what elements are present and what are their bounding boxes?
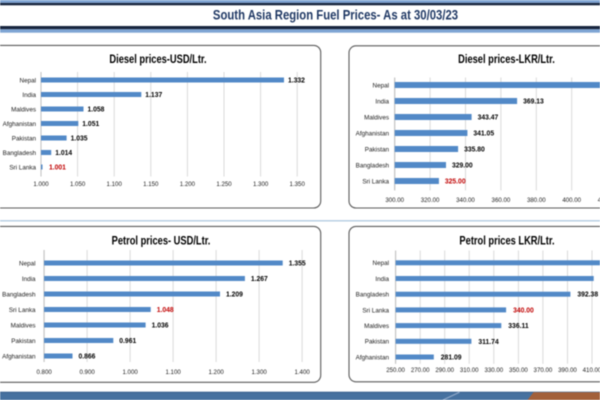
svg-text:1.058: 1.058 — [88, 106, 105, 113]
svg-text:Afghanistan: Afghanistan — [356, 130, 390, 137]
svg-text:1.200: 1.200 — [208, 369, 224, 376]
svg-text:311.74: 311.74 — [478, 339, 498, 346]
svg-text:343.47: 343.47 — [478, 114, 499, 121]
svg-text:281.09: 281.09 — [441, 354, 462, 361]
svg-text:Maldives: Maldives — [364, 114, 390, 121]
svg-text:Bangladesh: Bangladesh — [2, 291, 36, 298]
svg-text:Afghanistan: Afghanistan — [356, 354, 390, 361]
svg-text:Maldives: Maldives — [364, 323, 390, 330]
svg-text:South Asia Region Fuel Prices-: South Asia Region Fuel Prices- As at 30/… — [213, 6, 458, 22]
svg-text:1.036: 1.036 — [152, 322, 169, 329]
svg-text:1.267: 1.267 — [251, 276, 268, 283]
svg-text:270.00: 270.00 — [411, 367, 430, 374]
svg-text:290.00: 290.00 — [435, 367, 454, 374]
svg-text:335.80: 335.80 — [464, 146, 485, 153]
svg-text:390.00: 390.00 — [558, 367, 577, 374]
svg-text:1.051: 1.051 — [82, 121, 99, 128]
svg-text:Diesel prices-USD/Ltr.: Diesel prices-USD/Ltr. — [109, 54, 206, 66]
svg-text:India: India — [375, 98, 389, 105]
svg-text:1.300: 1.300 — [251, 369, 267, 376]
svg-text:0.961: 0.961 — [119, 338, 136, 345]
svg-text:360.00: 360.00 — [492, 197, 511, 204]
svg-text:300.00: 300.00 — [385, 197, 404, 204]
svg-text:1.048: 1.048 — [157, 307, 174, 314]
svg-text:1.014: 1.014 — [55, 150, 72, 157]
svg-text:Sri Lanka: Sri Lanka — [9, 164, 36, 171]
svg-text:1.035: 1.035 — [71, 135, 88, 142]
svg-text:369.13: 369.13 — [523, 98, 544, 105]
svg-text:Nepal: Nepal — [19, 260, 36, 267]
svg-text:1.200: 1.200 — [180, 181, 196, 188]
svg-text:Pakistan: Pakistan — [365, 339, 390, 346]
svg-text:310.00: 310.00 — [460, 367, 479, 374]
svg-text:0.800: 0.800 — [36, 369, 52, 376]
svg-text:370.00: 370.00 — [534, 367, 553, 374]
svg-text:1.400: 1.400 — [294, 369, 310, 376]
svg-text:Maldives: Maldives — [11, 322, 37, 329]
svg-text:420.00: 420.00 — [598, 197, 600, 204]
svg-text:India: India — [375, 276, 389, 283]
svg-text:Sri Lanka: Sri Lanka — [362, 307, 389, 314]
svg-text:250.00: 250.00 — [386, 367, 405, 374]
svg-text:0.900: 0.900 — [79, 369, 95, 376]
svg-text:1.137: 1.137 — [145, 92, 162, 99]
svg-text:410.00: 410.00 — [583, 367, 600, 374]
svg-text:1.355: 1.355 — [289, 260, 306, 267]
svg-text:Afghanistan: Afghanistan — [3, 121, 37, 128]
svg-text:Bangladesh: Bangladesh — [356, 291, 390, 298]
svg-text:1.050: 1.050 — [70, 181, 86, 188]
svg-text:340.00: 340.00 — [513, 307, 534, 314]
svg-text:Pakistan: Pakistan — [12, 135, 37, 142]
svg-text:Sri Lanka: Sri Lanka — [362, 178, 389, 185]
svg-text:Nepal: Nepal — [20, 77, 37, 84]
svg-text:1.000: 1.000 — [33, 181, 49, 188]
svg-text:India: India — [22, 276, 36, 283]
svg-text:1.001: 1.001 — [49, 164, 66, 171]
svg-text:1.209: 1.209 — [226, 291, 243, 298]
svg-text:Pakistan: Pakistan — [365, 146, 390, 153]
svg-text:1.332: 1.332 — [288, 77, 305, 84]
svg-text:329.00: 329.00 — [452, 162, 473, 169]
svg-text:1.350: 1.350 — [290, 181, 306, 188]
svg-text:Afghanistan: Afghanistan — [2, 353, 36, 360]
svg-text:India: India — [22, 92, 36, 99]
svg-text:Bangladesh: Bangladesh — [3, 150, 37, 157]
svg-text:1.250: 1.250 — [216, 181, 232, 188]
svg-text:Nepal: Nepal — [373, 260, 390, 267]
svg-text:Nepal: Nepal — [373, 82, 390, 89]
svg-text:380.00: 380.00 — [527, 197, 546, 204]
svg-text:Bangladesh: Bangladesh — [356, 162, 390, 169]
svg-text:Sri Lanka: Sri Lanka — [9, 307, 36, 314]
svg-text:1.150: 1.150 — [143, 181, 159, 188]
svg-text:350.00: 350.00 — [509, 367, 528, 374]
svg-text:325.00: 325.00 — [445, 178, 466, 185]
svg-text:Petrol prices LKR/Ltr.: Petrol prices LKR/Ltr. — [459, 236, 554, 248]
svg-text:Diesel prices-LKR/Ltr.: Diesel prices-LKR/Ltr. — [458, 54, 555, 66]
svg-text:336.11: 336.11 — [508, 323, 528, 330]
svg-text:400.00: 400.00 — [562, 197, 581, 204]
svg-text:341.05: 341.05 — [473, 130, 494, 137]
svg-text:Pakistan: Pakistan — [11, 338, 36, 345]
svg-text:1.300: 1.300 — [253, 181, 269, 188]
svg-text:320.00: 320.00 — [421, 197, 440, 204]
svg-text:0.866: 0.866 — [79, 353, 96, 360]
svg-text:1.000: 1.000 — [122, 369, 138, 376]
svg-text:1.100: 1.100 — [165, 369, 181, 376]
svg-text:1.100: 1.100 — [107, 181, 123, 188]
svg-text:340.00: 340.00 — [456, 197, 475, 204]
svg-text:Petrol prices- USD/Ltr.: Petrol prices- USD/Ltr. — [112, 236, 211, 248]
svg-text:Maldives: Maldives — [11, 106, 37, 113]
svg-text:392.38: 392.38 — [577, 292, 598, 299]
svg-text:330.00: 330.00 — [484, 367, 503, 374]
